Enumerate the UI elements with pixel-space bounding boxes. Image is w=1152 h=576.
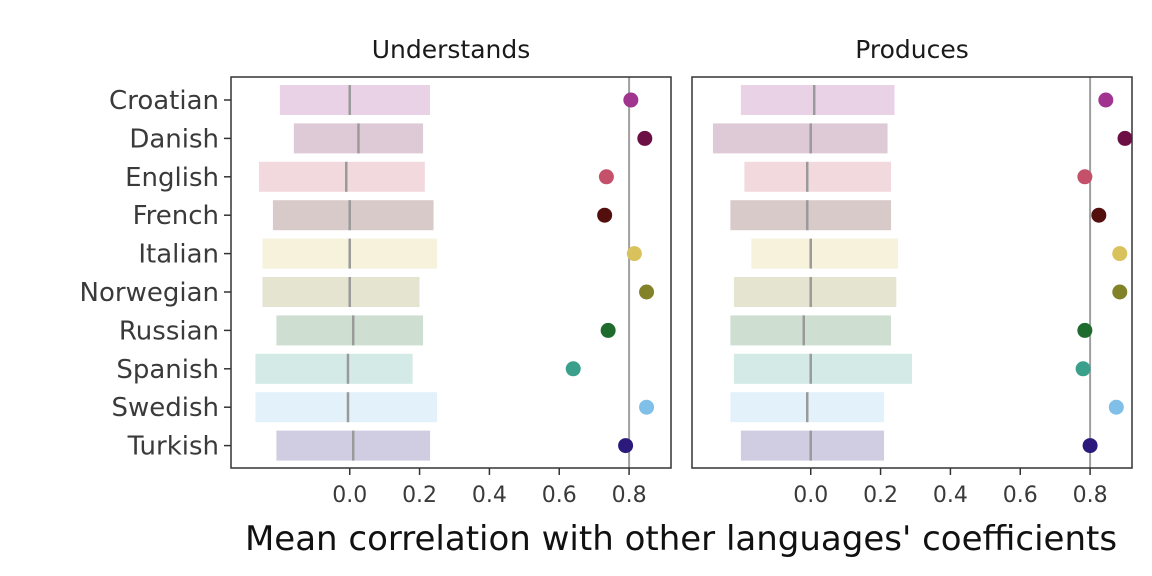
point-danish (637, 130, 653, 146)
range-bar-norwegian (733, 277, 897, 307)
point-russian (1077, 322, 1093, 338)
x-tick-label: 0.4 (933, 483, 968, 508)
x-tick-label: 0.0 (793, 483, 828, 508)
range-bar-turkish (740, 430, 885, 461)
x-tick-label: 0.8 (1073, 483, 1108, 508)
range-bar-danish (712, 123, 888, 154)
range-bar-english (258, 161, 425, 192)
range-bar-english (744, 161, 892, 192)
point-swedish (1108, 399, 1124, 415)
x-tick-label: 0.8 (612, 483, 647, 508)
point-norwegian (1112, 284, 1128, 300)
range-bar-italian (751, 238, 899, 269)
point-norwegian (639, 284, 655, 300)
y-tick-label-french: French (133, 201, 219, 231)
point-italian (626, 246, 642, 262)
y-tick-label-english: English (125, 163, 219, 193)
y-tick-label-danish: Danish (129, 124, 219, 154)
y-tick-label-croatian: Croatian (109, 86, 219, 116)
range-bar-spanish (733, 353, 912, 384)
panel-border (691, 76, 1133, 469)
y-tick-label-italian: Italian (138, 240, 219, 270)
point-danish (1117, 130, 1133, 146)
point-french (1091, 207, 1107, 223)
y-tick-label-norwegian: Norwegian (80, 278, 219, 308)
panel-title-produces: Produces (855, 35, 969, 64)
panel-title-understands: Understands (372, 35, 531, 64)
point-english (1077, 169, 1093, 185)
point-spanish (1075, 361, 1091, 377)
x-tick-label: 0.0 (332, 483, 367, 508)
y-tick-label-swedish: Swedish (111, 393, 219, 423)
point-swedish (639, 399, 655, 415)
range-bar-russian (276, 315, 424, 346)
range-bar-french (730, 200, 892, 231)
range-bar-russian (730, 315, 892, 346)
x-axis-title: Mean correlation with other languages' c… (245, 519, 1117, 559)
range-bar-norwegian (262, 277, 420, 307)
x-tick-label: 0.4 (472, 483, 507, 508)
range-bar-croatian (279, 85, 431, 115)
point-spanish (565, 361, 581, 377)
point-turkish (1082, 438, 1098, 454)
x-tick-label: 0.6 (1003, 483, 1038, 508)
range-bar-spanish (255, 353, 413, 384)
y-tick-label-turkish: Turkish (127, 432, 219, 462)
y-tick-label-spanish: Spanish (116, 355, 219, 385)
range-bar-croatian (740, 85, 895, 115)
x-tick-label: 0.6 (542, 483, 577, 508)
point-croatian (1098, 92, 1114, 108)
x-tick-label: 0.2 (402, 483, 437, 508)
panel-border (230, 76, 672, 469)
range-bar-french (272, 200, 434, 231)
point-turkish (618, 438, 634, 454)
point-italian (1112, 246, 1128, 262)
range-bar-swedish (255, 392, 438, 423)
point-croatian (623, 92, 639, 108)
point-russian (600, 322, 616, 338)
point-english (598, 169, 614, 185)
x-tick-label: 0.2 (863, 483, 898, 508)
point-french (597, 207, 613, 223)
y-tick-label-russian: Russian (119, 316, 219, 346)
